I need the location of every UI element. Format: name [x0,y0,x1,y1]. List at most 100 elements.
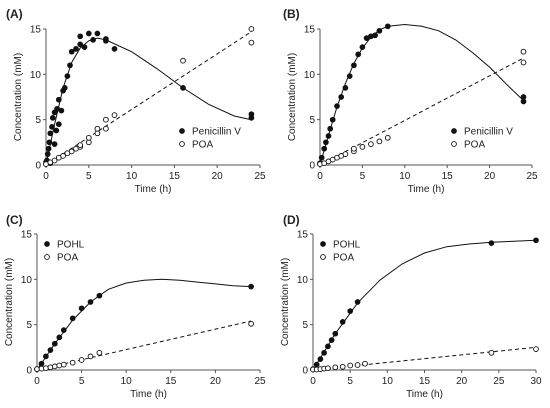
data-point [359,144,366,150]
x-tick-label: 15 [442,171,454,182]
data-point [111,112,118,118]
legend-marker [179,141,185,147]
data-point [58,107,65,114]
legend-marker [320,254,326,260]
data-point [362,360,368,367]
data-point [49,115,56,121]
data-point [325,365,331,372]
data-point [317,356,324,362]
x-tick-label: 20 [212,171,224,182]
legend: POHL POA [44,240,85,264]
y-tick-label: 0 [309,161,315,172]
data-point [96,292,103,299]
legend-label: POA [192,140,213,151]
x-tick-label: 15 [165,376,177,387]
data-point [321,145,328,152]
x-tick-label: 20 [210,376,222,387]
data-point [372,32,378,39]
x-tick-label: 25 [254,171,266,182]
data-point [384,134,391,141]
data-point [328,337,335,343]
chart-panel: (B) 0 5 10 15 0 5 10 15 20 25 Time (h) Concentration… [283,7,538,195]
data-point [34,366,40,372]
series-fit-line [319,23,524,166]
data-point [329,116,336,123]
data-point [376,138,383,145]
data-point [351,145,357,152]
x-tick-label: 5 [360,171,366,182]
y-axis-label: Concentration (mM) [13,53,24,141]
data-point [60,327,67,333]
data-point [347,308,354,314]
data-point [318,154,325,161]
x-axis-label: Time (h) [408,184,445,195]
data-point [347,362,354,369]
data-point [327,125,334,132]
x-axis-label: Time (h) [406,389,443,400]
chart-panel: (D) 0 5 10 15 0 5 10 15 20 25 30 Time (h) Concentrati… [280,213,542,400]
legend: Penicillin V POA [179,127,241,151]
data-point [520,59,527,66]
x-tick-label: 10 [399,171,411,182]
data-point [77,142,84,148]
y-tick-label: 15 [30,25,42,36]
legend-label: Penicillin V [464,127,513,138]
data-point [359,44,366,50]
data-point [77,33,84,40]
data-point [332,364,339,371]
data-point [55,96,62,103]
data-point [69,315,76,322]
data-point [354,299,361,305]
data-point [44,151,51,157]
data-point [55,121,62,128]
data-point [60,153,66,159]
data-point [51,141,58,147]
chart-panel: (C) 0 5 10 15 0 5 10 15 20 25 Time (h) Concentration… [4,213,266,400]
panel-label: (D) [283,213,300,227]
legend-label: Penicillin V [192,127,241,138]
data-point [53,127,60,134]
data-point [90,37,96,43]
legend-marker [451,128,457,134]
x-tick-label: 10 [121,376,133,387]
y-tick-label: 5 [309,115,315,126]
data-point [334,103,340,109]
data-point [323,139,329,146]
data-point [67,62,73,69]
data-point [533,346,539,352]
data-point [332,330,339,337]
data-point [342,151,349,157]
data-point [51,363,58,370]
data-point [248,39,255,46]
data-point [81,44,88,50]
data-point [103,116,109,123]
data-point [68,148,75,155]
data-point [77,41,84,48]
x-tick-label: 30 [530,376,542,387]
x-tick-label: 10 [126,171,138,182]
data-point [38,360,45,367]
panel-label: (C) [6,213,23,227]
data-point [520,94,527,100]
data-point [533,237,539,244]
data-point [73,46,79,52]
x-tick-label: 5 [86,171,92,182]
y-axis-label: Concentration (mM) [280,258,291,346]
data-point [180,57,186,64]
y-tick-label: 10 [297,275,309,286]
data-point [94,30,101,37]
legend-label: POA [57,253,78,264]
series-fit-line [312,346,537,371]
y-tick-label: 5 [302,320,308,331]
data-point [87,353,94,360]
series-fit-line [45,37,252,166]
data-point [384,23,391,30]
data-point [46,139,53,146]
y-tick-label: 10 [30,70,42,81]
data-point [351,62,357,69]
data-point [248,26,255,32]
data-point [338,94,345,100]
y-tick-label: 0 [26,366,32,377]
data-point [43,353,49,360]
